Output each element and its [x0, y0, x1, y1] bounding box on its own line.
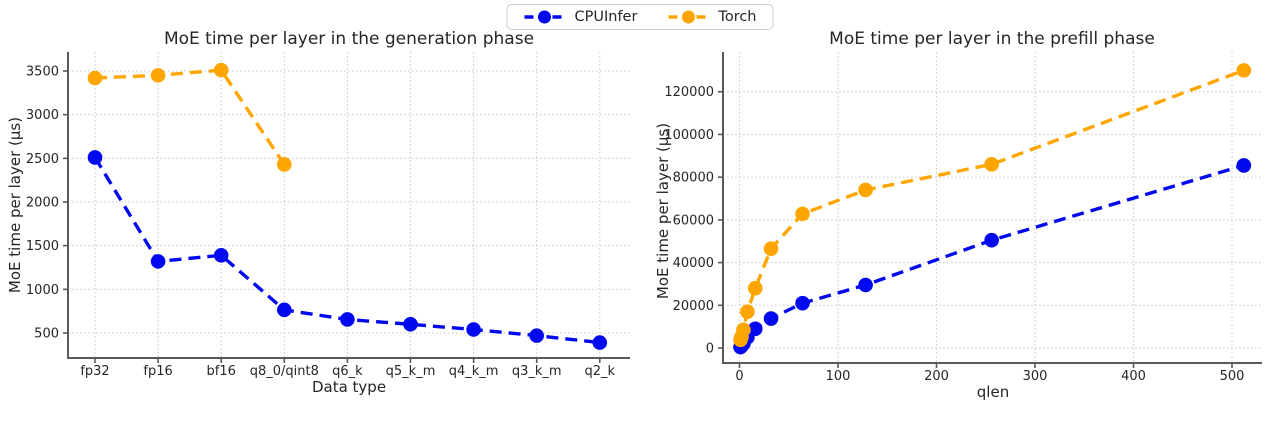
- data-point-torch: [213, 62, 229, 78]
- data-point-torch: [150, 68, 166, 83]
- data-point-torch: [87, 70, 103, 86]
- data-point-cpuinfer: [984, 232, 999, 248]
- legend-item-cpuinfer: CPUInfer: [523, 9, 637, 25]
- x-axis-label: Data type: [312, 378, 386, 396]
- y-tick-label: 80000: [673, 171, 714, 186]
- y-tick-label: 3000: [26, 108, 59, 123]
- data-point-cpuinfer: [795, 295, 810, 311]
- legend-item-torch: Torch: [667, 9, 757, 25]
- data-point-cpuinfer: [858, 277, 873, 293]
- y-tick-label: 1000: [26, 283, 59, 298]
- data-point-cpuinfer: [340, 312, 355, 327]
- data-point-torch: [740, 304, 755, 319]
- data-point-torch: [747, 280, 763, 296]
- x-tick-label: fp16: [143, 364, 172, 379]
- cpuinfer-line-marker-icon: [524, 10, 565, 24]
- y-tick-label: 40000: [673, 256, 714, 271]
- y-tick-label: 60000: [673, 213, 714, 228]
- data-point-torch: [858, 182, 873, 198]
- x-tick-label: bf16: [207, 364, 236, 379]
- x-tick-label: q2_k: [585, 364, 616, 379]
- x-tick-label: 400: [1121, 369, 1146, 384]
- x-tick-label: q5_k_m: [386, 364, 436, 379]
- data-point-cpuinfer: [747, 321, 763, 337]
- torch-line-marker-icon: [668, 10, 709, 24]
- y-tick-label: 3500: [26, 65, 59, 80]
- data-point-cpuinfer: [592, 335, 608, 350]
- y-axis-label: MoE time per layer (µs): [654, 123, 672, 299]
- y-tick-label: 500: [34, 327, 59, 342]
- legend: CPUInfer Torch: [506, 4, 774, 30]
- series-line-torch: [94, 68, 286, 166]
- y-tick-label: 1500: [26, 239, 59, 254]
- series-line-cpuinfer: [739, 163, 1245, 349]
- series-line-torch: [738, 68, 1245, 341]
- x-axis-label: qlen: [977, 383, 1009, 401]
- x-tick-label: 200: [924, 369, 949, 384]
- data-point-torch: [736, 322, 751, 338]
- x-tick-label: 0: [735, 369, 743, 384]
- data-point-cpuinfer: [466, 322, 481, 337]
- x-tick-label: q3_k_m: [512, 364, 562, 379]
- data-point-torch: [277, 157, 292, 172]
- x-tick-label: q8_0/qint8: [250, 364, 319, 379]
- x-tick-label: fp32: [80, 364, 109, 379]
- legend-label-torch: Torch: [718, 9, 757, 25]
- y-tick-label: 0: [706, 342, 714, 357]
- chart-title: MoE time per layer in the prefill phase: [829, 29, 1155, 49]
- data-point-torch: [984, 157, 999, 172]
- x-tick-label: 100: [826, 369, 851, 384]
- data-point-cpuinfer: [87, 150, 103, 165]
- chart-title: MoE time per layer in the generation pha…: [164, 29, 534, 49]
- y-tick-label: 2500: [26, 152, 59, 167]
- data-point-cpuinfer: [277, 302, 292, 318]
- x-tick-label: q6_k: [332, 364, 363, 379]
- legend-label-cpuinfer: CPUInfer: [574, 9, 638, 25]
- data-point-cpuinfer: [763, 311, 779, 326]
- data-point-torch: [795, 206, 810, 222]
- data-point-cpuinfer: [213, 247, 229, 263]
- data-point-torch: [1236, 63, 1252, 78]
- data-point-cpuinfer: [1236, 158, 1252, 173]
- y-tick-label: 2000: [26, 196, 59, 211]
- data-point-cpuinfer: [150, 254, 166, 269]
- y-tick-label: 120000: [664, 85, 714, 100]
- x-tick-label: 300: [1023, 369, 1048, 384]
- data-point-torch: [763, 241, 779, 256]
- x-tick-label: q4_k_m: [449, 364, 499, 379]
- y-axis-label: MoE time per layer (µs): [6, 117, 24, 293]
- y-tick-label: 100000: [664, 128, 714, 143]
- data-point-cpuinfer: [403, 316, 418, 332]
- y-tick-label: 20000: [673, 299, 714, 314]
- x-tick-label: 500: [1220, 369, 1245, 384]
- data-point-cpuinfer: [529, 328, 544, 343]
